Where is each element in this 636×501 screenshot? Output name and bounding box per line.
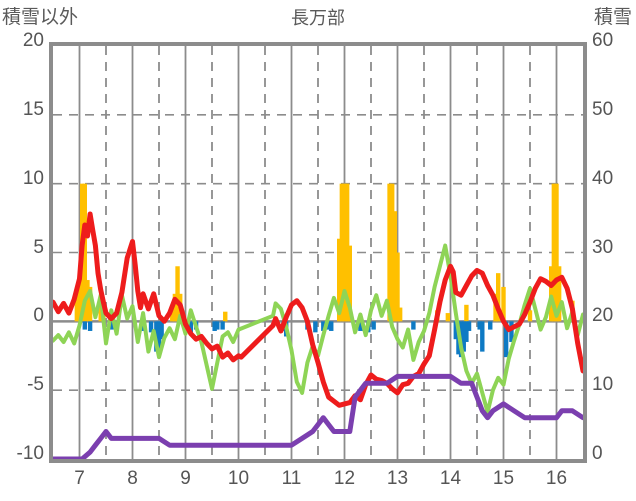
x-tick: 16	[545, 468, 568, 489]
y-tick-right: 40	[592, 167, 614, 189]
precipitation-bar	[170, 307, 175, 322]
snowfall-bar	[87, 321, 93, 331]
precipitation-bar	[445, 313, 451, 322]
x-tick: 14	[439, 468, 462, 489]
precipitation-bar	[223, 311, 228, 322]
chart-plot-area[interactable]	[53, 46, 583, 459]
y-tick-right: 0	[592, 443, 603, 464]
precipitation-bar	[395, 252, 400, 322]
precipitation-bar	[175, 266, 180, 322]
y-tick-left: 0	[33, 305, 44, 327]
snowfall-bar	[82, 321, 87, 330]
y-tick-right: 10	[592, 374, 614, 396]
snowfall-bar	[215, 321, 220, 330]
snowfall-bar	[329, 321, 334, 331]
y-tick-left: 10	[22, 167, 44, 189]
snowfall-bar	[159, 321, 164, 340]
x-tick: 11	[281, 468, 302, 489]
snowfall-bar	[326, 321, 331, 330]
y-tick-right: 50	[592, 98, 614, 120]
y-tick-left: -10	[16, 443, 44, 464]
precipitation-bar	[347, 245, 352, 322]
y-tick-right: 30	[592, 236, 614, 258]
snowfall-bar	[321, 321, 326, 331]
y-tick-right: 20	[592, 305, 614, 327]
x-tick: 8	[127, 468, 138, 489]
precipitation-bar	[549, 266, 554, 322]
snowfall-bar	[477, 321, 482, 330]
x-tick: 7	[74, 468, 85, 489]
snowfall-bar	[509, 321, 514, 342]
precipitation-bar	[501, 286, 506, 322]
snowfall-bar	[461, 321, 466, 352]
snow_depth-line	[53, 373, 583, 459]
precipitation-bar	[172, 293, 178, 322]
x-tick: 15	[492, 468, 515, 489]
snowfall-bar	[156, 321, 162, 355]
snowfall-bar	[148, 321, 154, 333]
y-tick-left: 15	[22, 98, 44, 120]
precipitation-bar	[556, 266, 562, 322]
snowfall-bar	[212, 321, 217, 331]
left-axis-label: 積雪以外	[2, 7, 79, 28]
snowfall-bar	[488, 321, 493, 330]
snowfall-bar	[371, 321, 376, 330]
precipitation-bar	[342, 183, 347, 322]
precipitation-bar	[344, 183, 350, 322]
snowfall-bar	[188, 321, 193, 333]
precipitation-bar	[337, 238, 342, 322]
precipitation-bar	[77, 280, 82, 322]
x-tick: 12	[333, 468, 356, 489]
precipitation-bar	[339, 183, 345, 322]
x-tick: 13	[386, 468, 409, 489]
y-tick-left: -5	[27, 374, 44, 396]
precipitation-bar	[496, 273, 501, 322]
temperature-line	[53, 211, 583, 408]
precipitation-bar	[397, 307, 403, 322]
precipitation-bar	[392, 211, 398, 322]
x-tick: 10	[227, 468, 250, 489]
snowfall-bar	[453, 321, 458, 340]
snowfall-bar	[464, 321, 469, 342]
snowfall-bar	[220, 321, 225, 330]
y-tick-left: 20	[22, 30, 44, 51]
snowfall-bar	[313, 321, 318, 333]
wind_speed-line	[53, 243, 583, 415]
right-axis-label: 積雪	[593, 7, 632, 28]
snowfall-bar	[411, 321, 416, 330]
snowfall-bar	[480, 321, 485, 352]
precipitation-bar	[390, 183, 395, 322]
snowfall-bar	[358, 321, 363, 331]
precipitation-bar	[87, 286, 93, 322]
precipitation-bar	[551, 183, 557, 322]
page-title: 長万部	[291, 8, 345, 28]
snowfall-bar	[466, 321, 472, 331]
precipitation-bar	[464, 304, 469, 322]
y-tick-left: 5	[33, 236, 44, 258]
precipitation-bar	[74, 293, 80, 322]
x-tick: 9	[180, 468, 191, 489]
snowfall-bar	[109, 321, 114, 330]
precipitation-bar	[82, 183, 87, 322]
snowfall-bar	[503, 321, 509, 358]
precipitation-bar	[554, 183, 559, 322]
precipitation-bar	[527, 310, 533, 322]
precipitation-bar	[85, 280, 90, 322]
precipitation-bar	[387, 183, 392, 322]
y-tick-right: 60	[592, 30, 614, 51]
